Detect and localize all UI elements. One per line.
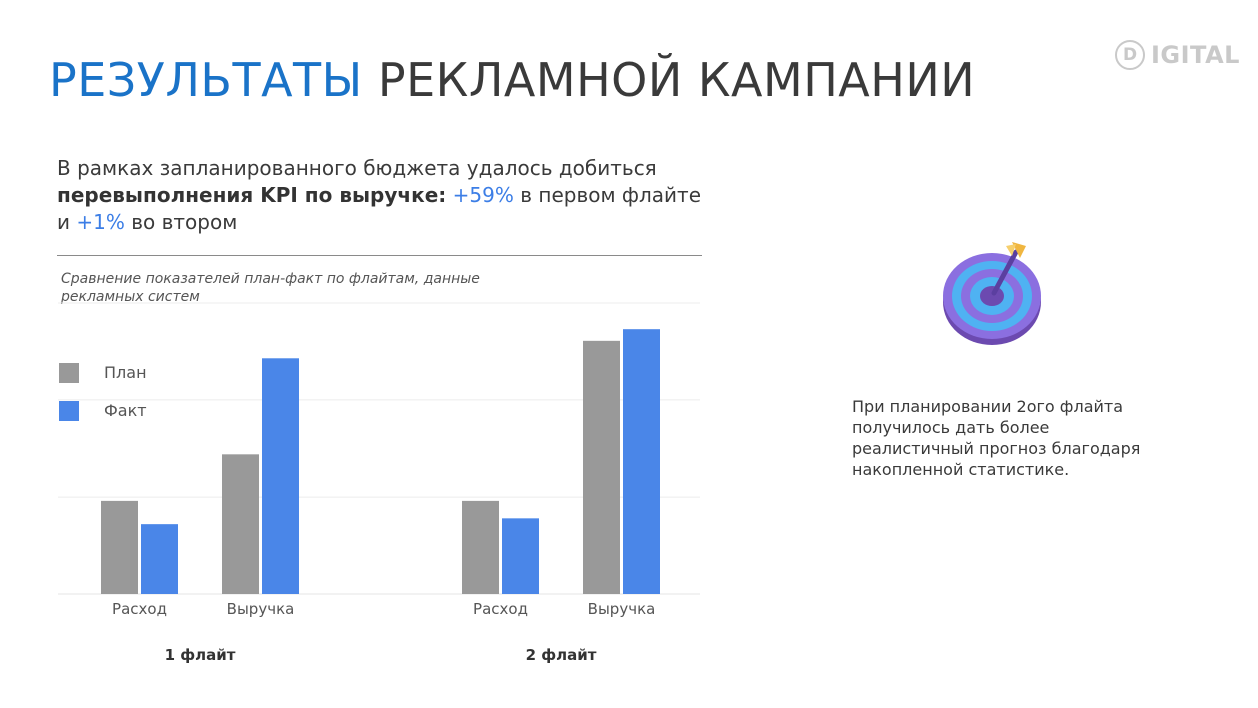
bar-1-2-2 <box>262 358 299 594</box>
intro-end: во втором <box>131 210 238 234</box>
group-label-2: 2 флайт <box>526 646 597 664</box>
bar-chart: Расход Выручка 1 флайт Расход Выручка 2 флайт… <box>58 302 700 664</box>
title-accent: РЕЗУЛЬТАТЫ <box>49 53 363 107</box>
intro-pct1: +59% <box>452 183 514 207</box>
bar-2-2-2 <box>623 329 660 594</box>
legend-swatch-2 <box>59 401 79 421</box>
bar-1-1-2 <box>141 524 178 594</box>
chart-caption: Сравнение показателей план-факт по флайт… <box>61 271 480 305</box>
legend-swatch-1 <box>59 363 79 383</box>
bar-2-1-1 <box>462 500 499 594</box>
intro-bold: перевыполнения KPI по выручке: <box>57 183 447 207</box>
legend-label-1: План <box>104 363 147 382</box>
intro-text: В рамках запланированного бюджета удалос… <box>57 155 717 236</box>
section-divider <box>57 255 702 256</box>
category-label-2-2: Выручка <box>588 600 656 618</box>
logo-text: IGITAL <box>1151 41 1240 69</box>
category-label-1-2: Выручка <box>227 600 295 618</box>
side-note: При планировании 2ого флайта получилось … <box>852 397 1141 479</box>
bar-1-1-1 <box>101 500 138 594</box>
title-rest: РЕКЛАМНОЙ КАМПАНИИ <box>377 53 976 107</box>
intro-mid: в первом флайте и <box>57 183 701 234</box>
bar-1-2-1 <box>222 454 259 594</box>
category-label-1-1: Расход <box>112 600 167 618</box>
intro-line1: В рамках запланированного бюджета удалос… <box>57 156 657 180</box>
bar-2-1-2 <box>502 518 539 594</box>
page-title: РЕЗУЛЬТАТЫ РЕКЛАМНОЙ КАМПАНИИ <box>49 52 975 108</box>
group-label-1: 1 флайт <box>165 646 236 664</box>
category-label-2-1: Расход <box>473 600 528 618</box>
target-with-arrow-icon <box>943 242 1041 345</box>
bar-2-2-1 <box>583 340 620 594</box>
intro-pct2: +1% <box>76 210 125 234</box>
legend-label-2: Факт <box>104 401 147 420</box>
logo-circle: D <box>1115 40 1145 70</box>
brand-logo: D IGITAL <box>1115 38 1240 72</box>
